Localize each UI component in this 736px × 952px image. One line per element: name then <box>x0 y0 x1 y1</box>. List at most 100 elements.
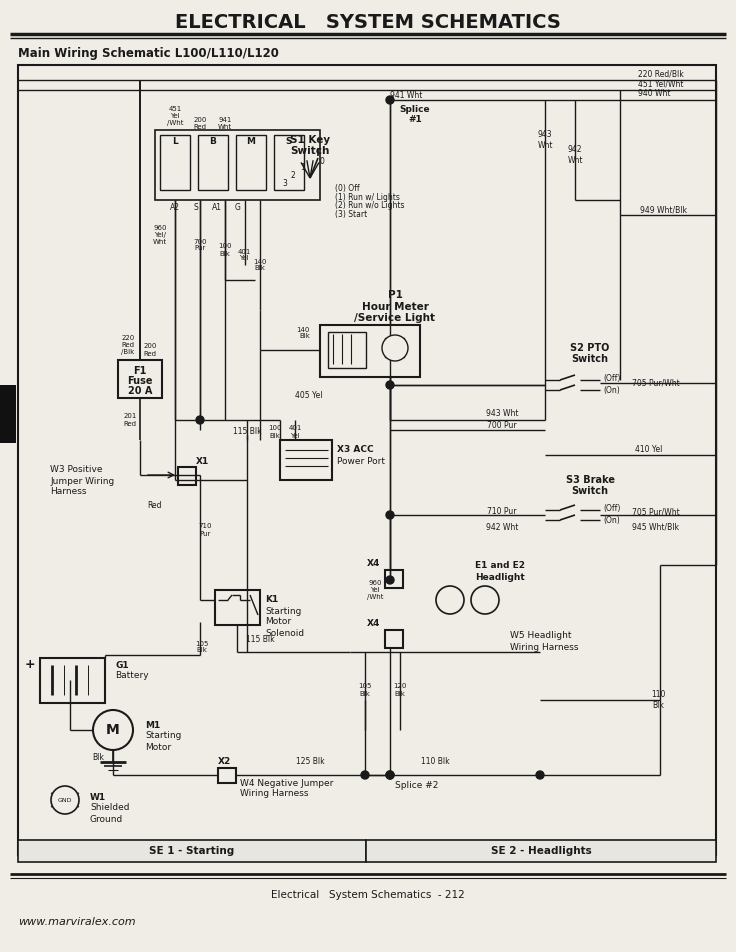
Text: (2) Run w/o Lights: (2) Run w/o Lights <box>335 202 405 210</box>
Bar <box>178 467 196 485</box>
Text: 960
Yel/
Wht: 960 Yel/ Wht <box>153 225 167 245</box>
Bar <box>18 840 366 862</box>
Text: L: L <box>172 137 178 147</box>
Text: +: + <box>25 658 35 670</box>
Text: X4: X4 <box>367 559 380 567</box>
Text: 105
Blk: 105 Blk <box>358 684 372 697</box>
Bar <box>236 135 266 190</box>
Circle shape <box>93 710 133 750</box>
Text: (Off): (Off) <box>603 504 620 512</box>
Text: Switch: Switch <box>571 354 609 364</box>
Text: Electrical   System Schematics  - 212: Electrical System Schematics - 212 <box>271 890 465 900</box>
Text: Battery: Battery <box>115 671 149 681</box>
Text: (0) Off: (0) Off <box>335 184 360 192</box>
Text: 942 Wht: 942 Wht <box>486 523 518 531</box>
Text: 105
Blk: 105 Blk <box>195 641 209 653</box>
Circle shape <box>196 416 204 424</box>
Text: /Service Light: /Service Light <box>355 313 436 323</box>
Text: 200
Red: 200 Red <box>144 344 157 356</box>
Text: Switch: Switch <box>290 146 330 156</box>
Text: SE 2 - Headlights: SE 2 - Headlights <box>491 846 591 856</box>
Text: W1: W1 <box>90 792 106 802</box>
Text: ELECTRICAL   SYSTEM SCHEMATICS: ELECTRICAL SYSTEM SCHEMATICS <box>175 12 561 31</box>
Bar <box>155 130 320 200</box>
Circle shape <box>386 771 394 779</box>
Text: 20 A: 20 A <box>128 386 152 396</box>
Text: (1) Run w/ Lights: (1) Run w/ Lights <box>335 192 400 202</box>
Text: G: G <box>235 204 241 212</box>
Text: F1: F1 <box>133 366 146 376</box>
Bar <box>320 325 420 377</box>
Bar <box>280 440 332 480</box>
Bar <box>40 658 105 703</box>
Text: B: B <box>210 137 216 147</box>
Circle shape <box>436 586 464 614</box>
Text: 940 Wht: 940 Wht <box>638 89 670 98</box>
Text: 410 Yel: 410 Yel <box>635 446 662 454</box>
Text: 401
Yel: 401 Yel <box>237 248 251 262</box>
Circle shape <box>386 576 394 584</box>
Text: Main Wiring Schematic L100/L110/L120: Main Wiring Schematic L100/L110/L120 <box>18 48 279 61</box>
Text: 705 Pur/Wht: 705 Pur/Wht <box>632 507 680 517</box>
Text: 451 Yel/Wht: 451 Yel/Wht <box>638 80 684 89</box>
Text: Headlight: Headlight <box>475 572 525 582</box>
Text: Splice: Splice <box>400 106 431 114</box>
Text: A1: A1 <box>212 204 222 212</box>
Text: X3 ACC: X3 ACC <box>337 446 374 454</box>
Text: 220 Red/Blk: 220 Red/Blk <box>638 69 684 78</box>
Text: 140
Blk: 140 Blk <box>253 259 266 271</box>
Text: S1 Key: S1 Key <box>290 135 330 145</box>
Text: (On): (On) <box>603 386 620 394</box>
Circle shape <box>471 586 499 614</box>
Text: 960
Yel
/Wht: 960 Yel /Wht <box>367 580 383 600</box>
Text: 943 Wht: 943 Wht <box>486 408 518 418</box>
Bar <box>366 840 716 862</box>
Text: E1 and E2: E1 and E2 <box>475 562 525 570</box>
Text: (3) Start: (3) Start <box>335 210 367 220</box>
Text: 115 Blk: 115 Blk <box>246 636 275 645</box>
Text: Motor: Motor <box>145 743 171 751</box>
Text: Hour Meter: Hour Meter <box>361 302 428 312</box>
Text: Motor: Motor <box>265 618 291 626</box>
Text: M: M <box>106 723 120 737</box>
Circle shape <box>386 771 394 779</box>
Text: 941
Wht: 941 Wht <box>218 117 232 130</box>
Bar <box>328 332 366 368</box>
Text: 3: 3 <box>283 179 288 188</box>
Text: 1: 1 <box>300 164 305 172</box>
Text: SE 1 - Starting: SE 1 - Starting <box>149 846 235 856</box>
Text: 110 Blk: 110 Blk <box>421 758 449 766</box>
Bar <box>385 630 403 648</box>
Text: GND: GND <box>57 798 72 803</box>
Text: 710 Pur: 710 Pur <box>487 507 517 517</box>
Text: www.marviralex.com: www.marviralex.com <box>18 917 135 927</box>
Text: 941 Wht: 941 Wht <box>390 90 422 100</box>
Text: 700
Pur: 700 Pur <box>194 239 207 251</box>
Circle shape <box>386 511 394 519</box>
Text: 405 Yel: 405 Yel <box>295 390 322 400</box>
Text: (Off): (Off) <box>603 373 620 383</box>
Bar <box>160 135 190 190</box>
Text: Wiring Harness: Wiring Harness <box>510 643 578 651</box>
Text: 401
Yel: 401 Yel <box>289 426 302 439</box>
Text: 700 Pur: 700 Pur <box>487 421 517 429</box>
Text: W4 Negative Jumper: W4 Negative Jumper <box>240 779 333 787</box>
Text: Jumper Wiring: Jumper Wiring <box>50 477 114 486</box>
Bar <box>118 360 162 398</box>
Text: Splice #2: Splice #2 <box>395 781 439 789</box>
Text: (On): (On) <box>603 515 620 525</box>
Text: K1: K1 <box>265 596 278 605</box>
Text: Solenoid: Solenoid <box>265 628 304 638</box>
Text: Starting: Starting <box>145 731 181 741</box>
Text: W5 Headlight: W5 Headlight <box>510 630 571 640</box>
Circle shape <box>382 335 408 361</box>
Text: 220
Red
/Blk: 220 Red /Blk <box>121 335 135 355</box>
Bar <box>0 385 16 443</box>
Text: 115 Blk: 115 Blk <box>233 427 261 437</box>
Bar <box>18 65 716 855</box>
Text: 120
Blk: 120 Blk <box>393 684 407 697</box>
Text: Ground: Ground <box>90 815 123 823</box>
Bar <box>198 135 228 190</box>
Text: Blk: Blk <box>92 753 104 763</box>
Text: 2: 2 <box>291 171 295 181</box>
